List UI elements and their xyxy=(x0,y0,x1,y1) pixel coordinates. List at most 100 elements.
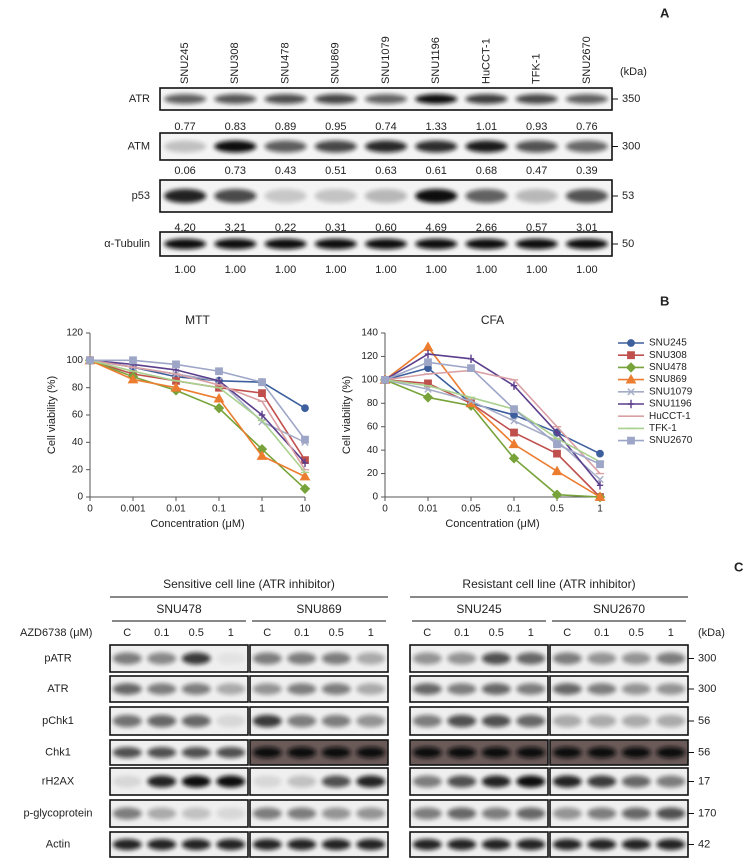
band xyxy=(481,747,511,758)
quant-value: 0.47 xyxy=(526,165,547,177)
band xyxy=(356,775,386,788)
quant-value: 0.39 xyxy=(576,165,597,177)
band xyxy=(552,775,582,788)
quant-value: 0.61 xyxy=(426,165,447,177)
band xyxy=(515,188,558,204)
band xyxy=(481,683,511,695)
cell-line-label: HuCCT-1 xyxy=(480,38,492,84)
mw-label: 350 xyxy=(622,93,640,105)
legend-label: SNU1079 xyxy=(649,386,693,397)
band xyxy=(516,714,546,728)
band xyxy=(656,747,686,758)
band xyxy=(252,839,282,850)
band xyxy=(147,747,177,758)
mw-label: 50 xyxy=(622,238,634,250)
data-point xyxy=(553,428,561,437)
kda-unit: (kDa) xyxy=(698,627,725,639)
band xyxy=(412,652,442,665)
band xyxy=(181,747,211,758)
cell-line-label: SNU869 xyxy=(296,602,342,616)
dose-label: 0.1 xyxy=(594,627,609,639)
data-point xyxy=(215,367,223,376)
legend-label: SNU245 xyxy=(649,338,687,349)
band xyxy=(656,839,686,850)
x-tick-label: 1 xyxy=(259,504,265,515)
band xyxy=(621,683,651,695)
quant-value: 1.00 xyxy=(375,264,396,276)
band xyxy=(287,652,317,665)
band xyxy=(264,238,307,250)
legend-marker xyxy=(627,339,635,347)
quant-value: 1.00 xyxy=(526,264,547,276)
quant-value: 1.00 xyxy=(476,264,497,276)
group-title: Resistant cell line (ATR inhibitor) xyxy=(462,577,635,591)
band xyxy=(412,747,442,758)
data-point xyxy=(299,483,311,494)
y-tick-label: 20 xyxy=(72,464,84,475)
y-tick-label: 100 xyxy=(66,355,83,366)
band xyxy=(465,238,508,250)
band xyxy=(364,140,408,153)
band xyxy=(214,238,257,250)
data-point xyxy=(510,381,518,390)
band xyxy=(447,714,477,728)
data-point xyxy=(213,392,225,403)
data-point xyxy=(424,349,432,359)
band xyxy=(252,683,282,695)
quant-value: 4.20 xyxy=(174,222,195,234)
series-line xyxy=(384,353,601,486)
quant-value: 1.00 xyxy=(225,264,246,276)
band xyxy=(112,652,142,665)
band xyxy=(112,714,142,728)
protein-label: rH2AX xyxy=(42,775,75,787)
quant-value: 0.22 xyxy=(275,222,296,234)
band xyxy=(214,140,257,153)
cell-line-label: TFK-1 xyxy=(531,53,543,84)
data-point xyxy=(596,449,604,458)
band xyxy=(621,775,651,788)
legend-label: SNU2670 xyxy=(649,435,693,446)
series-line xyxy=(384,379,601,498)
band xyxy=(656,775,686,788)
band xyxy=(164,140,207,153)
band xyxy=(516,747,546,758)
band xyxy=(252,747,282,758)
band xyxy=(321,714,351,728)
treatment-label: AZD6738 (μM) xyxy=(20,627,92,639)
data-point xyxy=(258,389,266,398)
data-point xyxy=(510,428,518,437)
series-line xyxy=(89,359,306,471)
band xyxy=(181,714,211,728)
series-line xyxy=(90,359,306,441)
band xyxy=(216,807,246,820)
y-tick-label: 40 xyxy=(72,437,84,448)
band xyxy=(321,839,351,850)
mw-label: 300 xyxy=(698,683,716,695)
band xyxy=(216,839,246,850)
mw-label: 300 xyxy=(622,140,640,152)
band xyxy=(321,683,351,695)
dose-label: C xyxy=(563,627,571,639)
band xyxy=(516,839,546,850)
cell-line-label: SNU245 xyxy=(456,602,502,616)
band xyxy=(112,839,142,850)
band xyxy=(147,775,177,788)
x-tick-label: 0.01 xyxy=(418,504,438,515)
band xyxy=(515,140,558,153)
band xyxy=(112,747,142,758)
band xyxy=(287,775,317,788)
x-tick-label: 0 xyxy=(87,504,93,515)
x-tick-label: 1 xyxy=(597,504,603,515)
band xyxy=(252,714,282,728)
band xyxy=(656,683,686,695)
band xyxy=(465,188,508,204)
band xyxy=(252,807,282,820)
x-tick-label: 0.05 xyxy=(461,504,481,515)
band xyxy=(356,807,386,820)
protein-label: p53 xyxy=(132,190,150,202)
legend-marker xyxy=(625,373,637,384)
data-point xyxy=(551,489,563,500)
data-point xyxy=(215,376,223,386)
cell-line-label: SNU869 xyxy=(330,42,342,84)
quant-value: 0.76 xyxy=(576,121,597,133)
